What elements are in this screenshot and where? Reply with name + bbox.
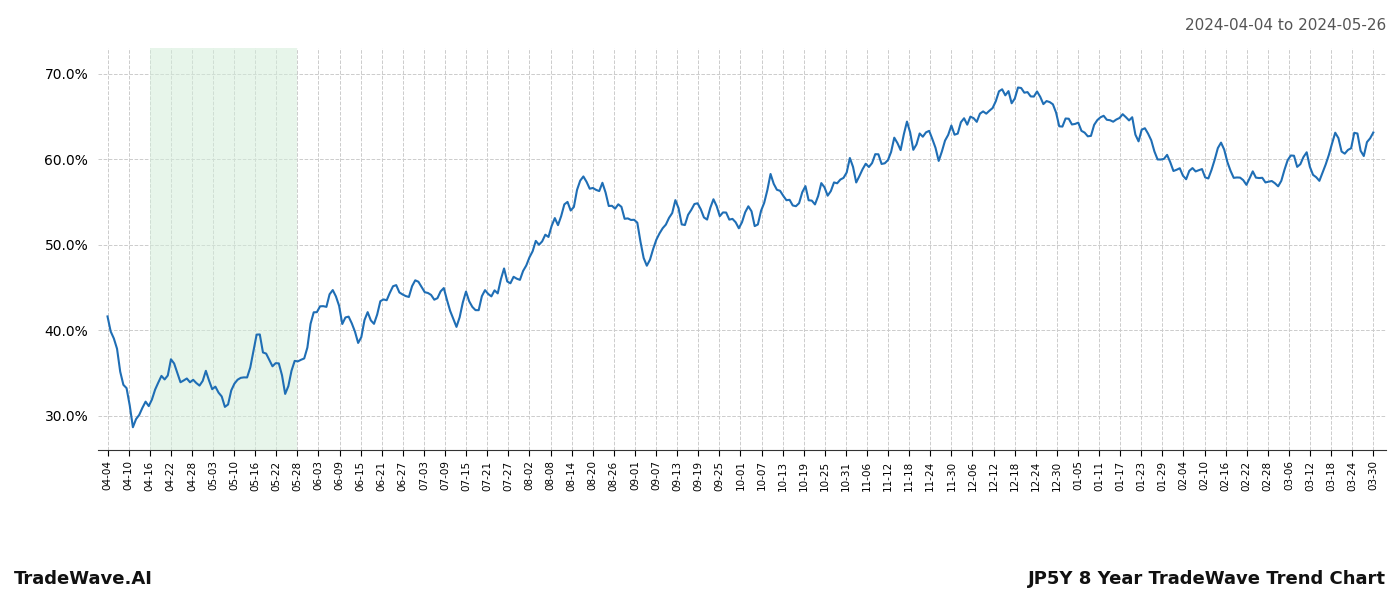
Bar	[150, 48, 297, 450]
Text: TradeWave.AI: TradeWave.AI	[14, 570, 153, 588]
Text: 2024-04-04 to 2024-05-26: 2024-04-04 to 2024-05-26	[1184, 18, 1386, 33]
Text: JP5Y 8 Year TradeWave Trend Chart: JP5Y 8 Year TradeWave Trend Chart	[1028, 570, 1386, 588]
